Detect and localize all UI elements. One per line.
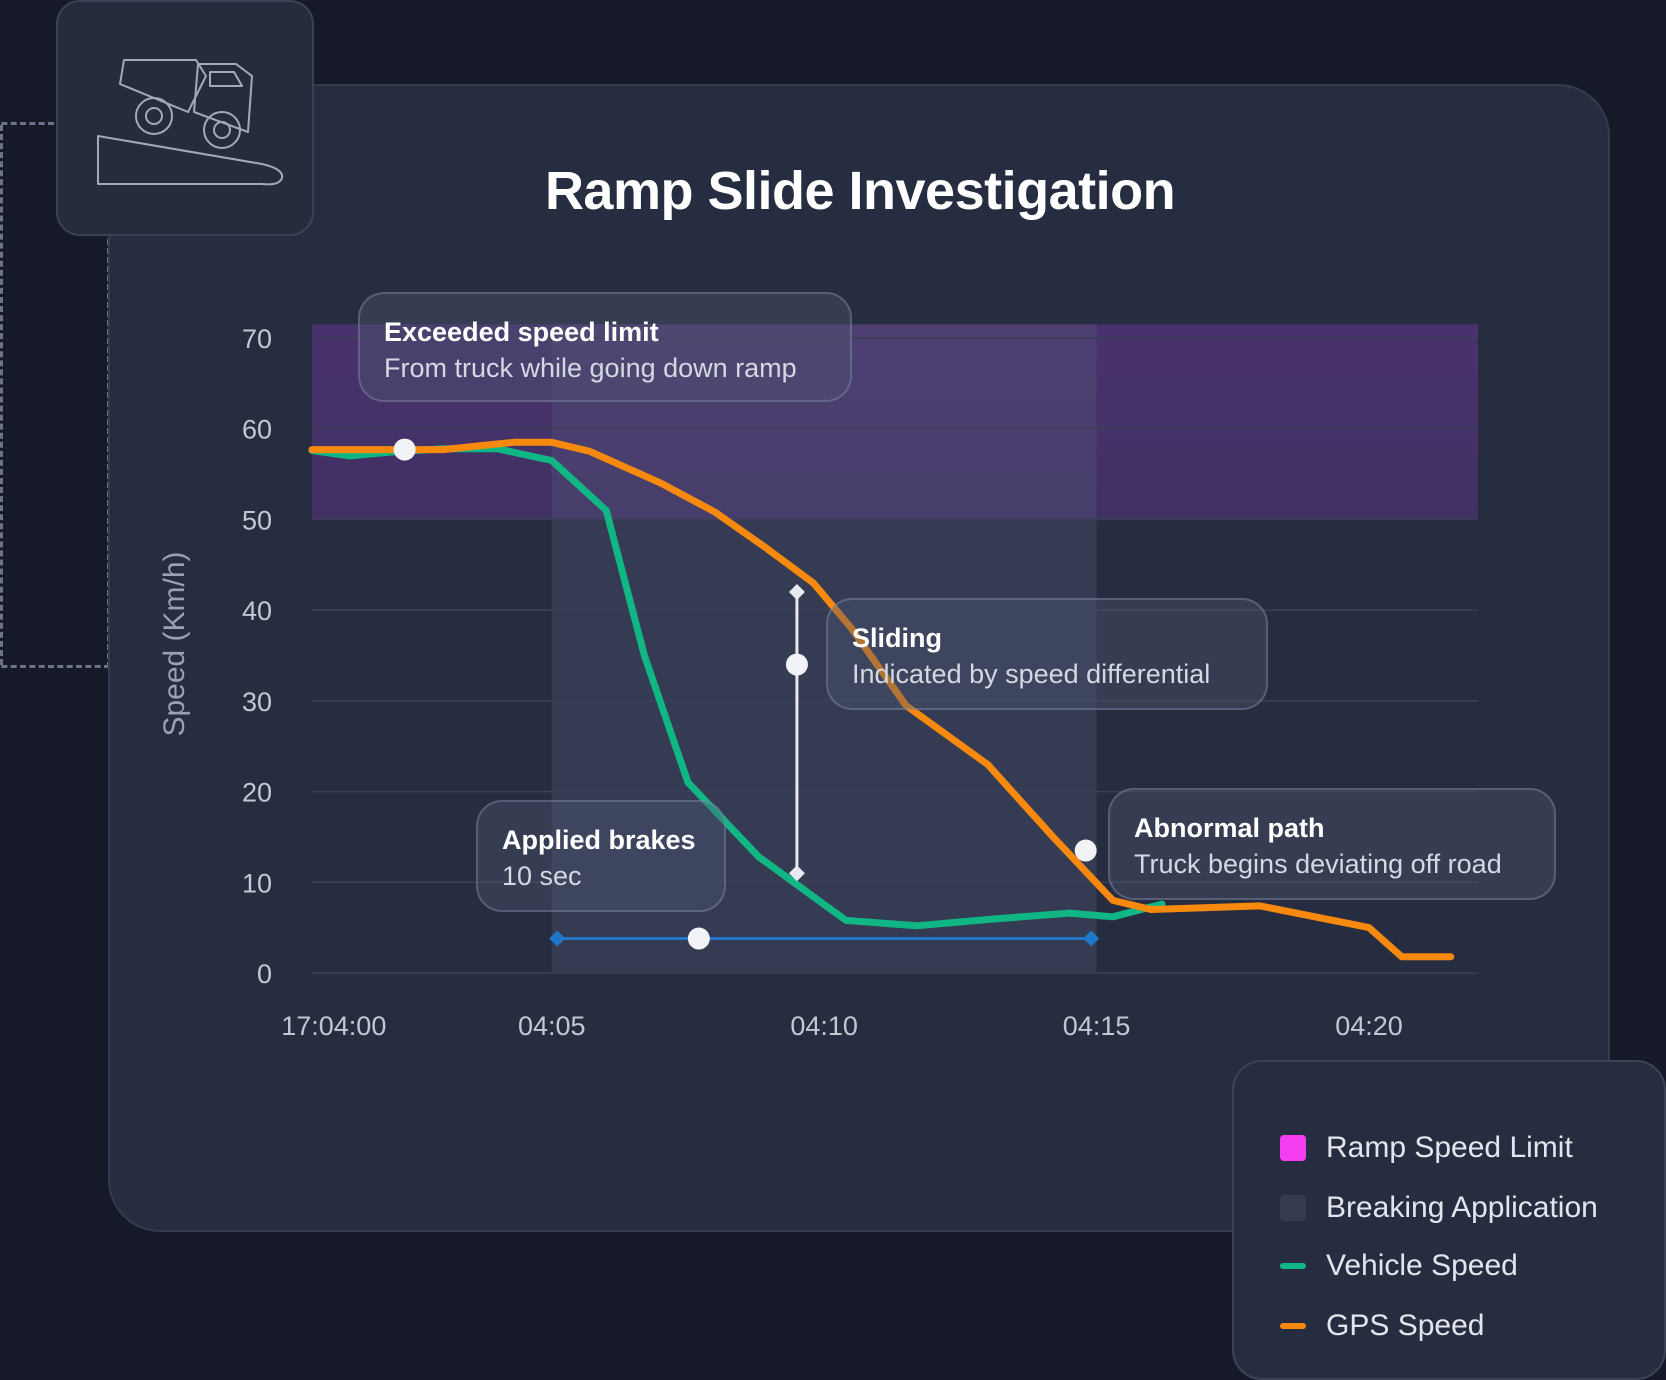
callout-text: 10 sec: [502, 861, 582, 891]
y-tick-label: 20: [242, 778, 272, 808]
callout-sliding: Sliding Indicated by speed differential: [826, 598, 1268, 710]
exceeded-speed-marker: [393, 438, 416, 461]
legend-item-breaking-application: Breaking Application: [1280, 1188, 1598, 1228]
y-tick-label: 60: [242, 415, 272, 445]
y-tick-label: 50: [242, 505, 272, 535]
range-end-diamond: [788, 865, 805, 882]
range-end-diamond: [1083, 930, 1100, 947]
dump-truck-ramp-icon: [56, 0, 314, 236]
callout-title: Sliding: [852, 623, 942, 653]
range-end-diamond: [549, 930, 566, 947]
callout-exceeded-speed-limit: Exceeded speed limit From truck while go…: [358, 292, 852, 402]
range-end-diamond: [788, 584, 805, 600]
legend-item-ramp-speed-limit: Ramp Speed Limit: [1280, 1128, 1573, 1168]
legend-label: GPS Speed: [1326, 1309, 1485, 1342]
callout-title: Applied brakes: [502, 825, 696, 855]
x-tick-label: 04:10: [790, 1011, 858, 1041]
legend-label: Ramp Speed Limit: [1326, 1131, 1573, 1164]
callout-applied-brakes: Applied brakes 10 sec: [476, 800, 726, 912]
callout-title: Abnormal path: [1134, 813, 1325, 843]
legend-swatch: [1280, 1135, 1306, 1161]
sliding-marker: [785, 653, 808, 676]
legend-item-vehicle-speed: Vehicle Speed: [1280, 1246, 1518, 1286]
abnormal-path-marker: [1074, 839, 1097, 862]
chart-card: [108, 84, 1610, 1232]
legend-item-gps-speed: GPS Speed: [1280, 1306, 1484, 1346]
y-tick-label: 30: [242, 687, 272, 717]
legend-label: Breaking Application: [1326, 1191, 1598, 1224]
callout-text: From truck while going down ramp: [384, 353, 797, 383]
y-tick-label: 0: [257, 959, 272, 989]
y-tick-label: 40: [242, 596, 272, 626]
applied-brakes-marker: [687, 927, 710, 950]
x-tick-label: 04:15: [1063, 1011, 1131, 1041]
legend-swatch: [1280, 1263, 1306, 1269]
chart-legend: Ramp Speed Limit Breaking Application Ve…: [1232, 1060, 1666, 1380]
callout-text: Truck begins deviating off road: [1134, 849, 1502, 879]
callout-abnormal-path: Abnormal path Truck begins deviating off…: [1108, 788, 1556, 900]
ramp-speed-limit-band: [312, 324, 1478, 520]
legend-swatch: [1280, 1323, 1306, 1329]
callout-title: Exceeded speed limit: [384, 317, 659, 347]
y-axis-label: Speed (Km/h): [158, 551, 191, 736]
x-tick-label: 04:20: [1335, 1011, 1403, 1041]
x-tick-label: 17:04:00: [281, 1011, 386, 1041]
x-tick-label: 04:05: [518, 1011, 586, 1041]
callout-text: Indicated by speed differential: [852, 659, 1211, 689]
legend-label: Vehicle Speed: [1326, 1249, 1518, 1282]
y-tick-label: 70: [242, 324, 272, 354]
gps-speed-line: [308, 438, 1455, 961]
chart-title: Ramp Slide Investigation: [544, 161, 1176, 221]
legend-swatch: [1280, 1195, 1306, 1221]
y-tick-label: 10: [242, 868, 272, 898]
